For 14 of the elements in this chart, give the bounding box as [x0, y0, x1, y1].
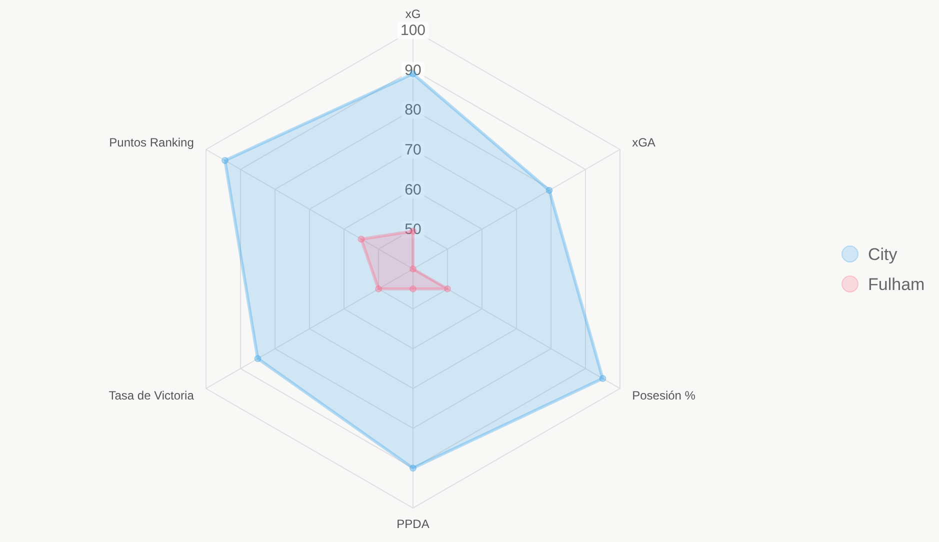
spoke-label: PPDA: [396, 517, 430, 531]
y-tick-label: 80: [404, 102, 422, 119]
spoke-label: Puntos Ranking: [109, 136, 194, 150]
y-tick-label: 90: [404, 62, 422, 79]
spoke-label: xGA: [632, 136, 656, 150]
y-tick-label: 100: [400, 22, 426, 39]
legend-label: Fulham: [868, 275, 925, 294]
y-tick-label: 70: [404, 142, 422, 158]
y-tick-label: 60: [404, 181, 422, 198]
y-tick-label: 50: [404, 221, 422, 238]
spoke-label: xG: [405, 7, 421, 21]
spoke-label: Posesión %: [632, 388, 696, 402]
spoke-label: Tasa de Victoria: [108, 388, 194, 402]
legend-label: City: [868, 245, 898, 264]
